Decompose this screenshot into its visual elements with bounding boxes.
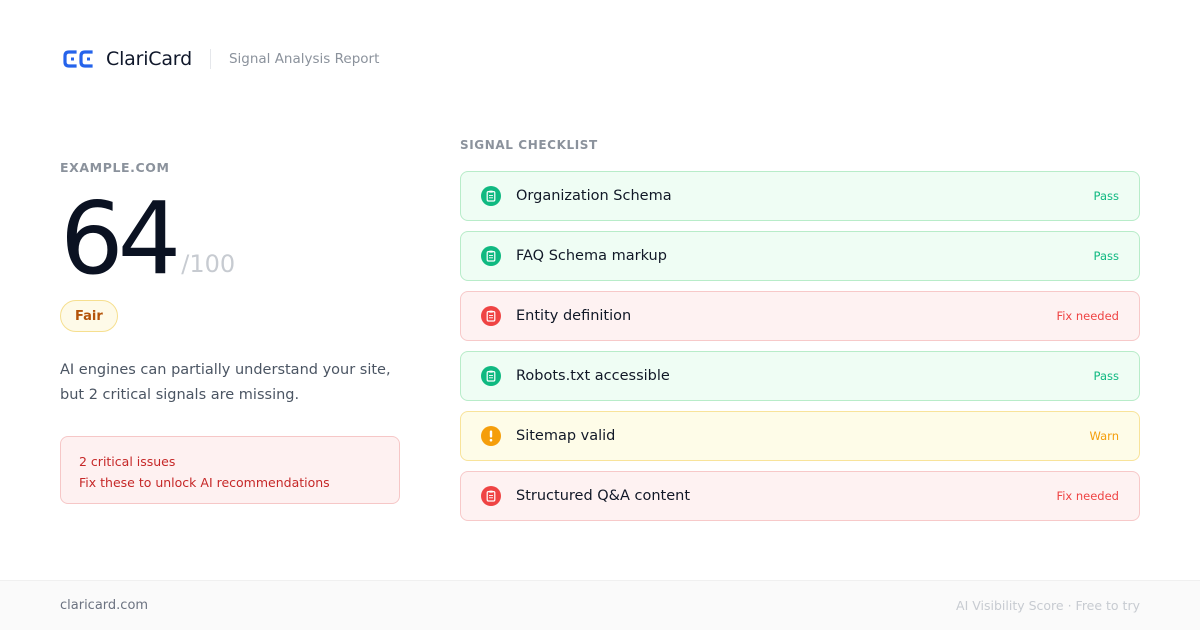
brand-name: ClariCard [106,48,192,70]
checklist-item-label: Structured Q&A content [516,488,691,504]
checklist-item-status: Fix needed [1056,309,1119,323]
checklist-item-status: Pass [1093,189,1119,203]
header-divider [209,49,211,69]
alert-message: Fix these to unlock AI recommendations [79,475,330,490]
clipboard-icon [481,366,501,386]
checklist-item[interactable]: FAQ Schema markup Pass [460,231,1140,281]
score-value: 64 [60,180,181,297]
checklist-item-label: FAQ Schema markup [516,248,667,264]
rating-badge: Fair [60,300,118,332]
checklist-item[interactable]: Structured Q&A content Fix needed [460,471,1140,521]
exclamation-icon [481,426,501,446]
checklist-item[interactable]: Entity definition Fix needed [460,291,1140,341]
checklist-item[interactable]: Organization Schema Pass [460,171,1140,221]
report-subtitle: Signal Analysis Report [228,51,380,67]
header: ClariCard Signal Analysis Report [62,44,379,74]
footer: claricard.com AI Visibility Score · Free… [0,580,1200,630]
checklist-item-label: Sitemap valid [516,428,616,444]
critical-issues-alert[interactable]: 2 critical issues Fix these to unlock AI… [60,436,400,504]
score-max: /100 [181,250,236,278]
checklist-item-label: Robots.txt accessible [516,368,670,384]
checklist-item-label: Entity definition [516,308,632,324]
clipboard-icon [481,186,501,206]
cc-logo-icon [62,47,94,71]
clipboard-icon [481,486,501,506]
alert-title: 2 critical issues [79,454,176,469]
clipboard-icon [481,306,501,326]
checklist-item-status: Fix needed [1056,489,1119,503]
checklist-item[interactable]: Sitemap valid Warn [460,411,1140,461]
footer-site-link[interactable]: claricard.com [60,598,149,613]
summary-text: AI engines can partially understand your… [60,362,391,403]
footer-tagline: AI Visibility Score · Free to try [956,598,1140,613]
checklist-item-status: Pass [1093,369,1119,383]
score-panel: EXAMPLE.COM 64 /100 Fair AI engines can … [60,160,405,504]
checklist-item-label: Organization Schema [516,188,672,204]
domain-label: EXAMPLE.COM [60,160,170,175]
clipboard-icon [481,246,501,266]
checklist-item-status: Pass [1093,249,1119,263]
checklist-item[interactable]: Robots.txt accessible Pass [460,351,1140,401]
checklist-item-status: Warn [1089,429,1120,443]
signal-checklist: Organization Schema Pass FAQ Schema markup… [460,171,1140,531]
score-row: 64 /100 [60,180,405,297]
checklist-heading: SIGNAL CHECKLIST [460,138,598,152]
